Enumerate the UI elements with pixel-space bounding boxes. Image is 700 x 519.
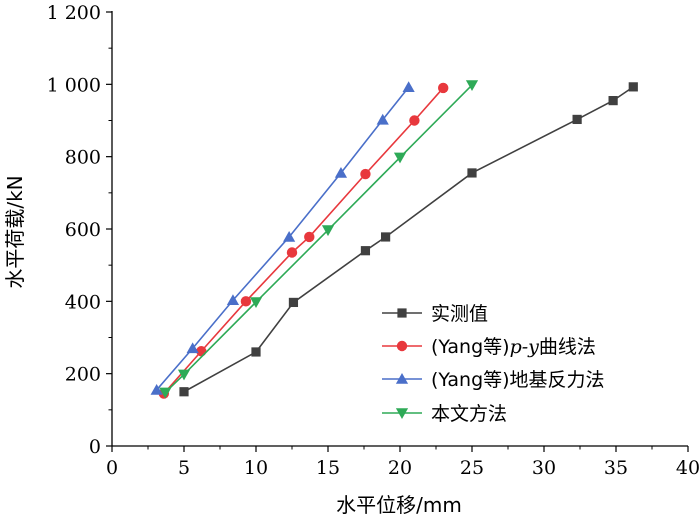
- data-point: [283, 230, 296, 242]
- data-point: [251, 347, 261, 357]
- data-point: [572, 114, 582, 125]
- legend-label: 实测值: [431, 303, 488, 325]
- data-point: [334, 166, 348, 178]
- legend-label: (Yang等)p-y曲线法: [431, 336, 596, 358]
- data-point: [409, 115, 420, 126]
- x-tick-label: 40: [676, 457, 700, 479]
- data-point: [608, 96, 618, 106]
- legend-label: 本文方法: [431, 403, 507, 425]
- data-point: [467, 168, 477, 178]
- plot-series: [150, 80, 638, 399]
- data-point: [360, 246, 371, 256]
- data-point: [628, 82, 638, 92]
- x-tick-label: 35: [604, 457, 628, 479]
- data-point: [360, 168, 371, 180]
- data-point: [226, 294, 240, 306]
- legend-marker: [395, 373, 409, 384]
- x-tick-label: 0: [106, 457, 118, 479]
- x-tick-label: 30: [532, 457, 556, 479]
- y-tick-label: 1 000: [47, 74, 101, 96]
- series-1: [158, 82, 449, 399]
- data-point: [376, 113, 389, 125]
- legend-item: (Yang等)地基反力法: [382, 369, 605, 391]
- data-point: [288, 297, 299, 308]
- legend-label-italic: p-y: [510, 336, 540, 358]
- data-point: [402, 81, 415, 93]
- series-line: [164, 84, 473, 394]
- legend-item: (Yang等)p-y曲线法: [382, 336, 596, 358]
- legend-marker: [397, 308, 407, 318]
- data-point: [179, 387, 189, 397]
- x-tick-label: 10: [244, 457, 268, 479]
- data-point: [465, 80, 479, 92]
- data-point: [393, 152, 407, 164]
- x-tick-label: 15: [316, 457, 340, 479]
- data-point: [321, 225, 335, 237]
- series-2: [150, 81, 415, 395]
- legend-label: (Yang等)地基反力法: [431, 369, 605, 391]
- legend-label-suffix: 曲线法: [539, 336, 596, 358]
- data-point: [159, 387, 172, 399]
- data-point: [304, 231, 315, 243]
- legend-label-prefix: (Yang等): [431, 336, 510, 358]
- y-tick-label: 400: [65, 291, 101, 313]
- data-point: [286, 247, 298, 258]
- series-0: [179, 82, 638, 397]
- y-tick-label: 200: [65, 364, 101, 386]
- y-tick-label: 600: [65, 219, 101, 241]
- legend-item: 本文方法: [382, 403, 507, 425]
- y-axis-title: 水平荷载/kN: [3, 175, 27, 288]
- x-axis-title: 水平位移/mm: [336, 493, 462, 517]
- x-tick-label: 20: [388, 457, 412, 479]
- legend-marker: [396, 340, 408, 352]
- legend-item: 实测值: [382, 303, 488, 325]
- data-point: [240, 296, 252, 307]
- y-tick-label: 1 200: [47, 2, 101, 24]
- x-tick-label: 5: [178, 457, 190, 479]
- data-point: [438, 82, 449, 94]
- axes: [106, 11, 689, 452]
- data-point: [186, 342, 199, 354]
- x-tick-label: 25: [460, 457, 484, 479]
- y-tick-label: 0: [89, 436, 101, 458]
- data-point: [150, 383, 163, 395]
- y-tick-label: 800: [65, 147, 101, 169]
- legend-marker: [395, 408, 409, 419]
- series-line: [156, 86, 410, 391]
- data-point: [381, 232, 391, 242]
- series-3: [159, 80, 479, 399]
- data-point: [249, 297, 263, 309]
- series-line: [163, 87, 444, 395]
- data-point: [177, 369, 191, 381]
